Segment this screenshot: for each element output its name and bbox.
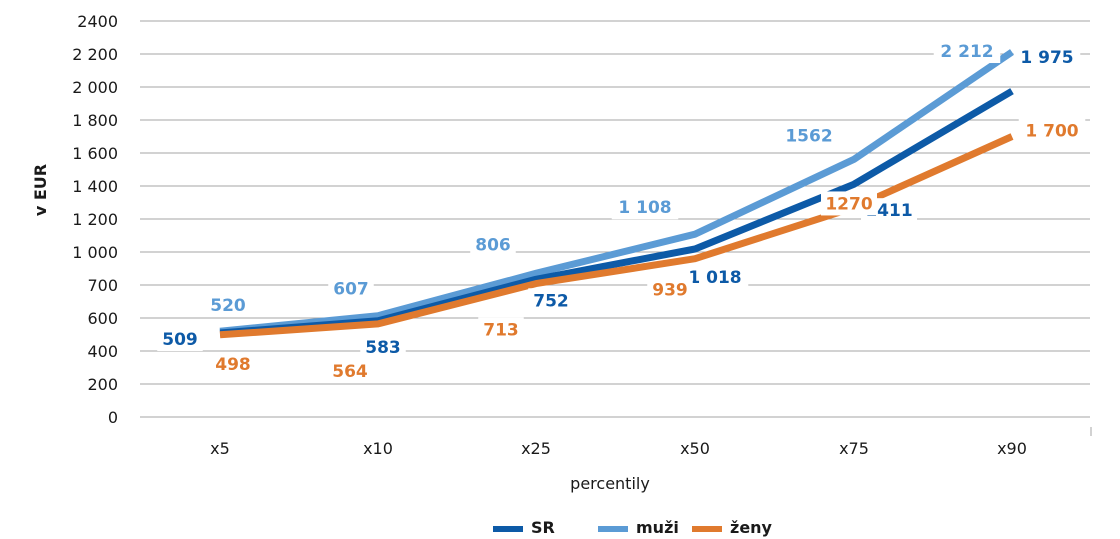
data-label-background [210, 351, 256, 376]
data-label: 1 108 [618, 198, 671, 218]
data-label-background [327, 358, 373, 383]
legend-label: muži [636, 518, 679, 537]
x-tick-label: x75 [839, 439, 869, 458]
y-tick-label: 700 [87, 276, 118, 295]
data-label: 564 [332, 362, 368, 382]
data-label-background [933, 39, 1001, 64]
data-label: 1 018 [688, 268, 741, 288]
x-tick-label: x50 [680, 439, 710, 458]
data-label: 806 [475, 235, 511, 255]
y-tick-label: 1 800 [72, 111, 118, 130]
y-tick-label: 200 [87, 375, 118, 394]
data-label-background [360, 334, 406, 359]
legend-label: SR [531, 518, 555, 537]
y-axis-title: v EUR [31, 164, 50, 216]
data-label-background [611, 195, 679, 220]
y-tick-label: 1 000 [72, 243, 118, 262]
legend-swatch [692, 526, 722, 532]
y-tick-label: 0 [108, 408, 118, 427]
data-label-background [328, 276, 374, 301]
data-label: 1270 [825, 194, 872, 214]
x-tick-label: x25 [521, 439, 551, 458]
data-label-background [821, 191, 877, 216]
y-tick-label: 1 600 [72, 144, 118, 163]
data-label-background [205, 293, 251, 318]
legend-swatch [493, 526, 523, 532]
series-line-zeny [219, 133, 1014, 339]
data-label-background [478, 317, 524, 342]
y-tick-label: 400 [87, 342, 118, 361]
data-label: 713 [483, 321, 519, 341]
data-label: 1 700 [1025, 122, 1078, 142]
data-label-background [681, 265, 749, 290]
data-labels: 509 583 752 1 018 1411 1 975 520 607 806 1 108 156… [157, 39, 1086, 383]
series-lines [219, 49, 1014, 339]
y-tick-label: 2 200 [72, 45, 118, 64]
data-label-background [470, 232, 516, 257]
x-axis-title: percentily [570, 474, 650, 493]
data-label: 1 975 [1020, 48, 1073, 68]
x-tick-label: x90 [997, 439, 1027, 458]
data-label: 939 [652, 281, 688, 301]
y-tick-label: 600 [87, 309, 118, 328]
data-label: 583 [365, 338, 401, 358]
data-label: 607 [333, 280, 369, 300]
y-tick-label: 1 200 [72, 210, 118, 229]
data-label: 2 212 [940, 42, 993, 62]
data-label-background [781, 123, 837, 148]
data-label: 520 [210, 296, 246, 316]
x-tick-labels: x5 x10 x25 x50 x75 x90 [210, 439, 1027, 458]
gridlines [140, 20, 1092, 436]
data-label-background [1018, 118, 1086, 143]
data-label-background [647, 277, 693, 302]
x-tick-label: x5 [210, 439, 230, 458]
y-tick-label: 2400 [77, 12, 118, 31]
data-label-background [157, 327, 203, 352]
x-tick-label: x10 [363, 439, 393, 458]
legend: SR muži ženy [493, 518, 773, 537]
data-label: 509 [162, 330, 198, 350]
data-label: 1411 [865, 201, 912, 221]
data-label: 1562 [785, 126, 832, 146]
data-label: 752 [533, 291, 569, 311]
data-label-background [1013, 45, 1081, 70]
data-label-background [528, 288, 574, 313]
series-line-muzi [219, 49, 1014, 335]
data-label: 498 [215, 355, 251, 375]
y-tick-label: 2 000 [72, 78, 118, 97]
legend-label: ženy [730, 518, 773, 537]
legend-swatch [598, 526, 628, 532]
y-tick-labels: 0 200 400 600 700 1 000 1 200 1 400 1 600 1 800 2 … [72, 12, 118, 427]
y-tick-label: 1 400 [72, 177, 118, 196]
